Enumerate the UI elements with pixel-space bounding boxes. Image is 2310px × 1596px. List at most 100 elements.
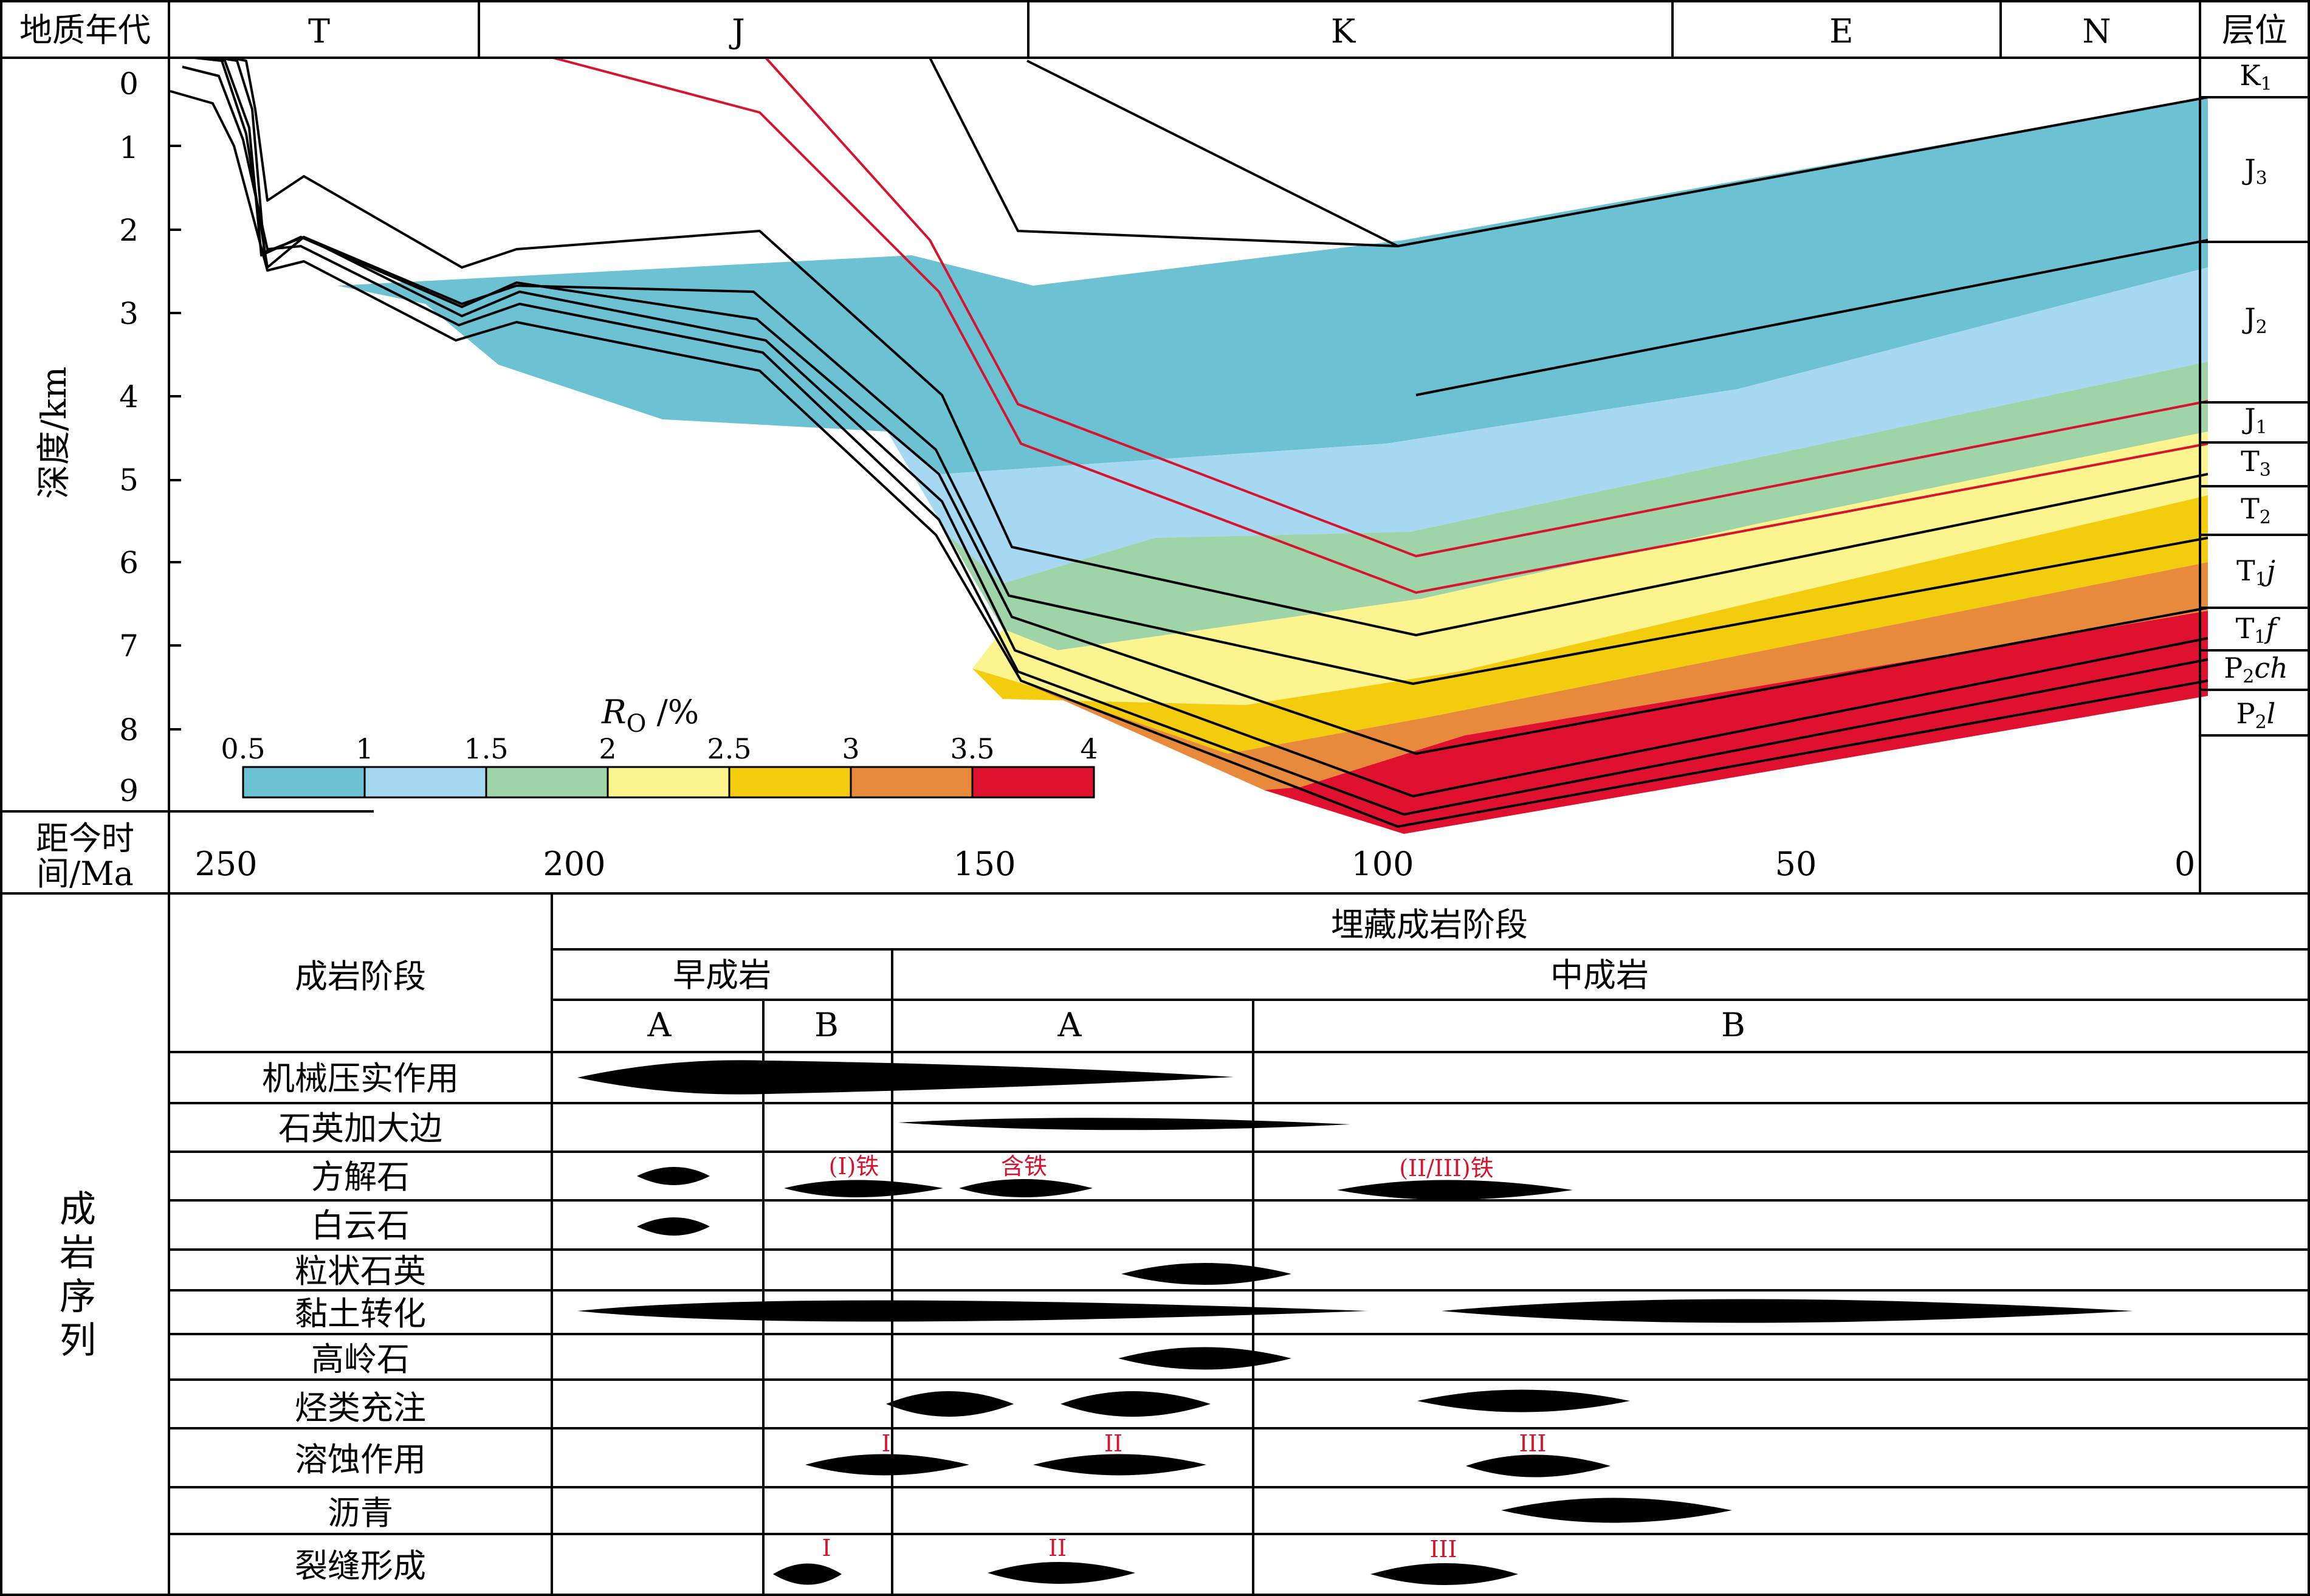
depth-axis-title: 深度/km	[35, 366, 74, 499]
time-tick-label: 200	[543, 845, 605, 883]
calcite-note: (I)铁	[829, 1153, 879, 1180]
burial-curve	[170, 90, 2209, 828]
process-bar	[577, 1060, 1234, 1095]
process-row-label: 高岭石	[311, 1340, 410, 1378]
burial-curve-highlight	[765, 57, 2209, 557]
burial-curve	[230, 57, 2209, 636]
process-bar	[1466, 1454, 1610, 1477]
layer-label: T1j	[2236, 554, 2275, 590]
substage-label: B	[1721, 1006, 1745, 1044]
svg-text:序: 序	[60, 1276, 96, 1318]
process-bar	[1370, 1563, 1518, 1585]
layer-label: J2	[2242, 302, 2267, 338]
ro-zone-0.5-1	[337, 97, 2208, 474]
middle-diagenesis-header: 中成岩	[1550, 956, 1649, 994]
time-tick-label: 100	[1351, 845, 1414, 883]
fracture-note: II	[1048, 1535, 1067, 1561]
time-tick-label: 0	[2174, 845, 2195, 883]
substage-label: A	[1057, 1006, 1082, 1044]
depth-tick-label: 2	[119, 213, 139, 248]
process-row-label: 白云石	[311, 1206, 410, 1245]
period-label-N: N	[2082, 12, 2111, 50]
depth-tick-label: 7	[119, 628, 139, 664]
burial-curve-highlight	[552, 57, 2209, 594]
burial-curve	[218, 57, 2209, 685]
burial-stage-header: 埋藏成岩阶段	[1331, 906, 1528, 944]
burial-curves	[170, 57, 2209, 828]
svg-text:成: 成	[60, 1188, 96, 1231]
burial-curve	[929, 57, 1398, 247]
depth-tick-label: 5	[119, 463, 139, 498]
dissolution-note: I	[881, 1430, 890, 1457]
legend-tick: 3	[842, 732, 859, 765]
process-row-label: 方解石	[311, 1158, 410, 1196]
process-bar	[637, 1167, 710, 1185]
process-bar	[886, 1391, 1014, 1417]
process-bar	[1060, 1391, 1211, 1417]
process-bar	[898, 1118, 1350, 1130]
calcite-note: 含铁	[1001, 1153, 1047, 1180]
dissolution-note: II	[1104, 1430, 1122, 1457]
calcite-note: (II/III)铁	[1399, 1155, 1494, 1182]
legend-tick: 4	[1080, 732, 1098, 765]
legend-swatch	[242, 766, 366, 799]
time-tick-label: 50	[1775, 845, 1817, 883]
period-label-E: E	[1829, 12, 1853, 50]
burial-curve	[194, 57, 2209, 797]
diagenesis-sequence-title: 成 岩 序 列	[60, 1188, 96, 1362]
diagenesis-bars	[577, 1060, 2133, 1585]
svg-text:岩: 岩	[60, 1232, 96, 1274]
substage-label: B	[814, 1006, 839, 1044]
process-row-label: 溶蚀作用	[295, 1440, 426, 1479]
stage-header: 成岩阶段	[295, 957, 426, 996]
process-bar	[959, 1179, 1093, 1197]
legend-tick: 3.5	[950, 732, 994, 765]
layer-label: K1	[2240, 59, 2272, 95]
legend-tick: 1	[356, 732, 373, 765]
process-bar	[577, 1300, 1367, 1322]
process-row-label: 沥青	[328, 1494, 393, 1532]
time-axis-title-1: 距今时	[36, 819, 134, 858]
legend-tick: 2	[599, 732, 616, 765]
layer-label: T2	[2241, 492, 2271, 528]
ro-zone-2-2.5	[972, 432, 2208, 705]
layer-label: J1	[2242, 402, 2267, 438]
geologic-time-label: 地质年代	[19, 11, 151, 49]
process-bar	[1442, 1299, 2133, 1323]
dissolution-note: III	[1519, 1430, 1546, 1457]
ro-zones	[337, 97, 2208, 834]
legend-swatch	[971, 766, 1095, 799]
legend-swatch	[728, 766, 852, 799]
depth-tick-label: 1	[119, 130, 139, 165]
legend-tick: 1.5	[464, 732, 508, 765]
process-bar	[1417, 1389, 1630, 1412]
depth-tick-label: 9	[119, 773, 139, 808]
depth-axis	[169, 57, 181, 731]
depth-tick-label: 8	[119, 712, 139, 748]
process-row-label: 机械压实作用	[262, 1059, 459, 1098]
fracture-note: I	[822, 1535, 831, 1561]
legend-swatch	[850, 766, 974, 799]
legend-tick: 2.5	[707, 732, 751, 765]
process-bar	[1118, 1347, 1291, 1370]
legend-tick: 0.5	[221, 732, 265, 765]
ro-legend: RO /%	[242, 693, 1095, 799]
legend-swatch	[363, 766, 487, 799]
depth-tick-label: 3	[119, 296, 139, 331]
process-bar	[784, 1180, 943, 1197]
depth-tick-label: 4	[119, 379, 139, 414]
process-bar	[988, 1562, 1135, 1584]
substage-label: A	[647, 1006, 672, 1044]
process-row-label: 粒状石英	[295, 1252, 426, 1290]
process-bar	[773, 1563, 842, 1585]
burial-curve	[182, 66, 2209, 816]
process-bar	[637, 1217, 710, 1236]
depth-tick-label: 6	[119, 545, 139, 580]
time-tick-label: 150	[953, 845, 1016, 883]
process-row-label: 裂缝形成	[295, 1547, 426, 1585]
process-row-label: 烃类充注	[295, 1389, 426, 1427]
legend-swatch	[607, 766, 730, 799]
ro-zone-1-1.5	[887, 267, 2208, 583]
process-row-label: 石英加大边	[278, 1109, 442, 1147]
